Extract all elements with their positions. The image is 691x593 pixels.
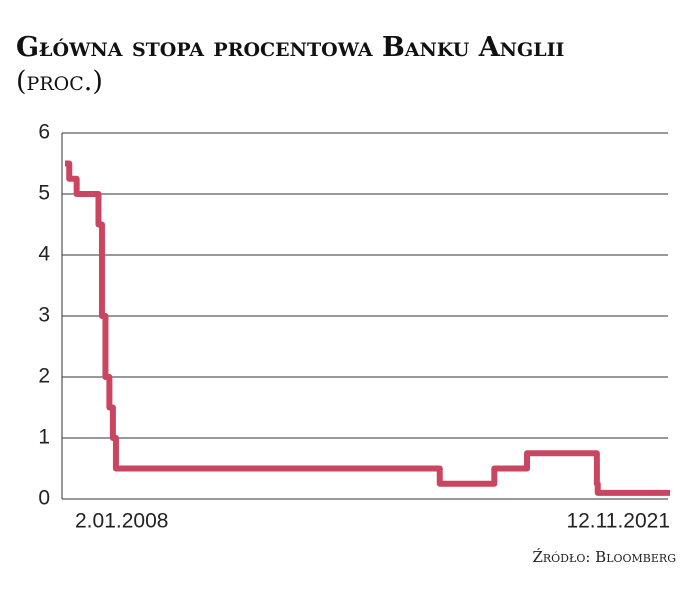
source: Źródło: Bloomberg (532, 548, 676, 566)
y-tick-label: 4 (38, 243, 50, 266)
x-tick-label: 12.11.2021 (566, 510, 670, 533)
y-tick-label: 3 (38, 304, 50, 327)
chart-title: Główna stopa procentowa Banku Anglii (16, 32, 564, 63)
y-tick-label: 2 (38, 365, 50, 388)
chart-subtitle: (proc.) (16, 66, 103, 97)
y-tick-label: 6 (38, 121, 50, 144)
x-tick-label: 2.01.2008 (75, 510, 168, 533)
y-tick-label: 0 (38, 487, 50, 510)
rate-line (65, 160, 670, 496)
y-tick-label: 1 (38, 426, 50, 449)
y-tick-label: 5 (38, 182, 50, 205)
